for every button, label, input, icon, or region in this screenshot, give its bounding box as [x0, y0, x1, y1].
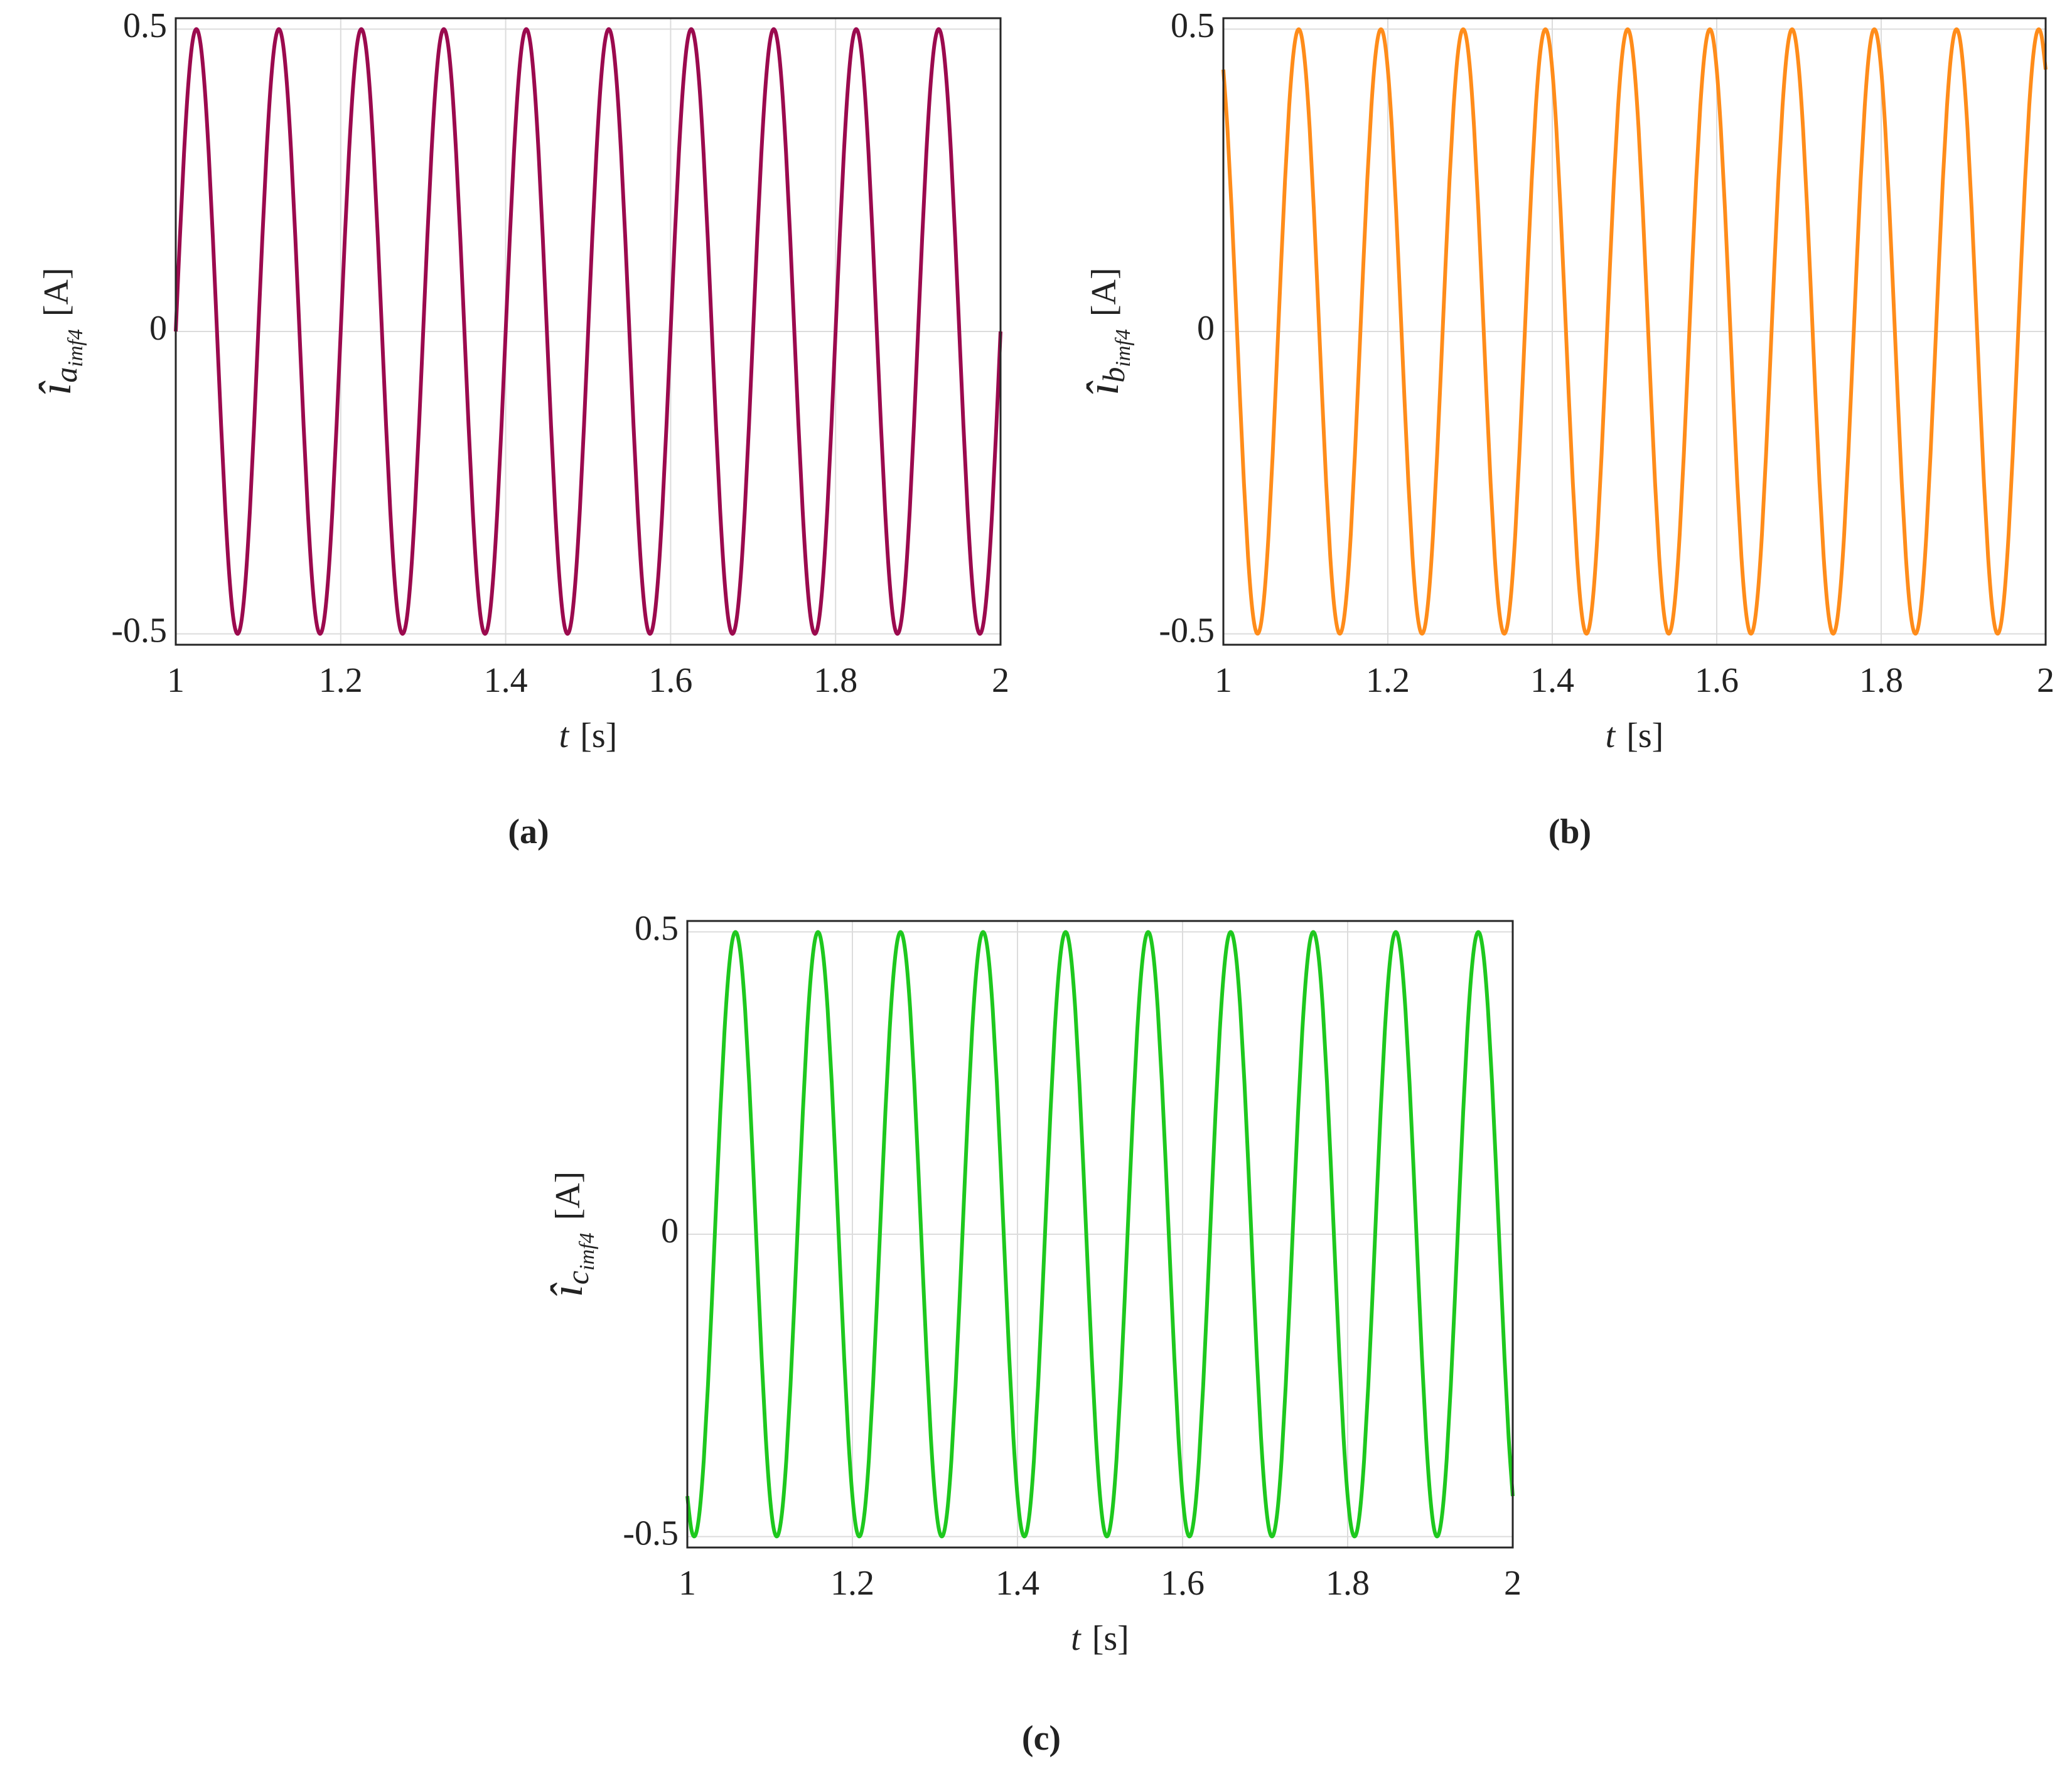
x-tick-label: 1 — [679, 1564, 696, 1603]
x-axis-label: t [s] — [1071, 1619, 1129, 1658]
y-tick-label: -0.5 — [1159, 611, 1215, 650]
x-tick-label: 1.6 — [648, 661, 692, 700]
y-axis-label: îbimf4 [A] — [1078, 267, 1135, 395]
y-label-unit: [A] — [549, 1171, 588, 1220]
chart: 1 1.2 1.4 1.6 1.8 2 -0.5 0 0.5 t [s] îaimf4 [A] (a) — [30, 6, 1009, 851]
x-label-symbol: t — [1606, 716, 1616, 755]
y-tick-label: 0 — [1197, 309, 1215, 348]
x-tick-label: 1.8 — [813, 661, 857, 700]
y-label-symbol: î — [30, 380, 80, 396]
y-label-sub: c — [560, 1271, 595, 1284]
x-tick-label: 2 — [992, 661, 1009, 700]
y-label-symbol: î — [542, 1282, 592, 1297]
y-tick-label: 0.5 — [1171, 6, 1215, 45]
x-tick-label: 1 — [167, 661, 185, 700]
caption: (c) — [1022, 1719, 1061, 1758]
x-tick-label: 2 — [1504, 1564, 1522, 1603]
y-label-unit: [A] — [37, 267, 76, 316]
y-label-subsub: imf4 — [64, 329, 87, 367]
y-tick-label: -0.5 — [111, 611, 167, 650]
x-axis-label: t [s] — [1606, 716, 1664, 755]
chart: 1 1.2 1.4 1.6 1.8 2 -0.5 0 0.5 t [s] îbimf4 [A] (b) — [1078, 6, 2054, 851]
caption: (a) — [508, 812, 549, 851]
x-tick-label: 1.6 — [1695, 661, 1739, 700]
plot-frame — [686, 920, 1514, 1549]
x-axis-label: t [s] — [559, 716, 618, 755]
x-tick-label: 1 — [1215, 661, 1232, 700]
x-tick-label: 1.8 — [1859, 661, 1903, 700]
x-tick-label: 1.4 — [1530, 661, 1574, 700]
y-label-sub: a — [48, 367, 83, 383]
x-label-symbol: t — [1071, 1619, 1082, 1658]
caption: (b) — [1549, 812, 1591, 851]
data-line — [1221, 27, 2048, 636]
y-tick-label: 0 — [661, 1212, 679, 1251]
x-tick-label: 1.8 — [1326, 1564, 1370, 1603]
x-tick-label: 1.6 — [1161, 1564, 1205, 1603]
x-tick-label: 1.4 — [996, 1564, 1039, 1603]
plot-frame — [174, 17, 1002, 646]
x-tick-label: 1.2 — [1366, 661, 1410, 700]
y-label-unit: [A] — [1085, 267, 1124, 316]
data-line — [685, 930, 1515, 1539]
x-tick-label: 1.4 — [484, 661, 528, 700]
y-label-sub: b — [1096, 367, 1131, 383]
x-label-unit: [s] — [1626, 716, 1663, 755]
x-label-unit: [s] — [580, 716, 617, 755]
x-tick-label: 1.2 — [830, 1564, 874, 1603]
plot-frame — [1222, 17, 2047, 646]
y-label-subsub: imf4 — [1112, 329, 1135, 367]
x-tick-label: 2 — [2037, 661, 2054, 700]
x-label-symbol: t — [559, 716, 570, 755]
data-line — [174, 27, 1002, 636]
y-label-symbol: î — [1078, 380, 1128, 396]
x-tick-label: 1.2 — [319, 661, 363, 700]
y-tick-label: 0 — [149, 309, 167, 348]
y-tick-label: -0.5 — [623, 1514, 679, 1553]
y-axis-label: îaimf4 [A] — [30, 267, 87, 395]
y-label-subsub: imf4 — [576, 1233, 599, 1271]
x-label-unit: [s] — [1092, 1619, 1129, 1658]
y-tick-label: 0.5 — [123, 6, 167, 45]
y-axis-label: îcimf4 [A] — [542, 1171, 599, 1297]
chart: 1 1.2 1.4 1.6 1.8 2 -0.5 0 0.5 t [s] îcimf4 [A] (c) — [542, 909, 1522, 1758]
y-tick-label: 0.5 — [635, 909, 679, 948]
